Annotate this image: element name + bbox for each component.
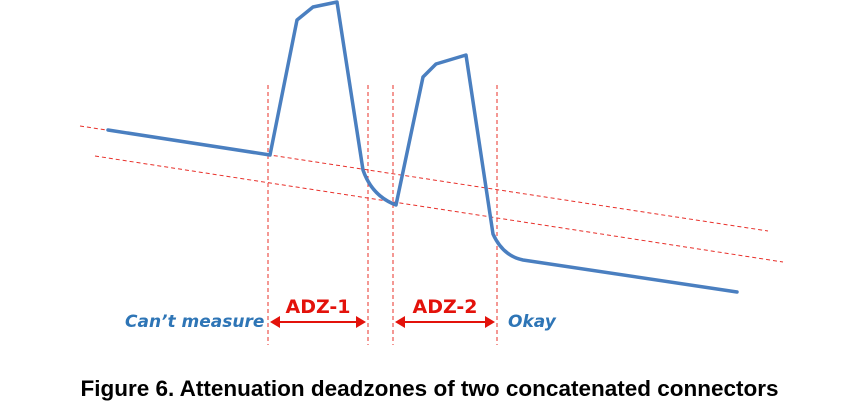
adz2-arrow <box>395 316 495 328</box>
figure-caption: Figure 6. Attenuation deadzones of two c… <box>80 376 779 401</box>
adz2-label: ADZ-2 <box>412 296 477 318</box>
okay-label: Okay <box>508 312 557 332</box>
otdr-trace <box>106 0 739 294</box>
cant-measure-label: Can’t measure <box>125 312 264 332</box>
adz1-label: ADZ-1 <box>285 296 350 318</box>
reference-line-lower <box>94 155 784 263</box>
adz1-arrow <box>270 316 366 328</box>
